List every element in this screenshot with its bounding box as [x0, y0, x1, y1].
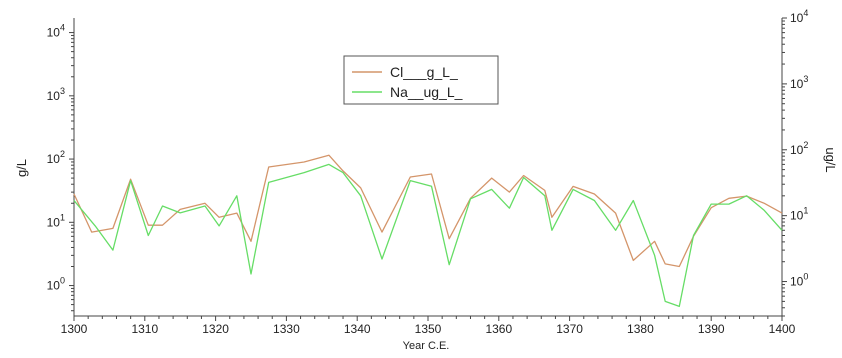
y-tick-label-left: 102 — [47, 149, 65, 166]
y-tick-label-exponent: 3 — [60, 86, 65, 96]
x-tick-label: 1360 — [485, 322, 512, 336]
y-tick-label-exponent: 1 — [803, 206, 808, 216]
y-tick-label-base: 10 — [790, 143, 804, 157]
x-tick-label: 1400 — [769, 322, 796, 336]
y-tick-label-exponent: 1 — [60, 212, 65, 222]
y-tick-label-exponent: 0 — [803, 272, 808, 282]
y-tick-label-base: 10 — [790, 11, 804, 25]
y-tick-label-right: 100 — [790, 272, 808, 289]
y-tick-label-left: 101 — [47, 212, 65, 229]
x-tick-label: 1320 — [202, 322, 229, 336]
x-tick-label: 1340 — [344, 322, 371, 336]
y-tick-label-base: 10 — [790, 209, 804, 223]
y-tick-label-base: 10 — [47, 26, 61, 40]
y-tick-label-base: 10 — [790, 275, 804, 289]
legend-box — [343, 55, 499, 105]
x-tick-label: 1330 — [273, 322, 300, 336]
y-tick-label-base: 10 — [47, 279, 61, 293]
y-tick-label-left: 103 — [47, 86, 65, 103]
x-axis-label: Year C.E. — [403, 340, 450, 352]
x-tick-label: 1350 — [415, 322, 442, 336]
y-tick-label-right: 104 — [790, 8, 808, 25]
y-tick-label-base: 10 — [47, 89, 61, 103]
legend-label: Na__ug_L_ — [390, 84, 463, 100]
y-axis-label-left: g/L — [14, 159, 29, 177]
x-tick-label: 1370 — [556, 322, 583, 336]
x-tick-label: 1380 — [627, 322, 654, 336]
series-line-na — [73, 163, 783, 308]
y-tick-label-exponent: 3 — [803, 74, 808, 84]
y-tick-label-right: 103 — [790, 74, 808, 91]
y-tick-label-exponent: 4 — [60, 23, 65, 33]
y-tick-label-left: 100 — [47, 276, 65, 293]
y-tick-label-right: 101 — [790, 206, 808, 223]
x-tick-label: 1390 — [698, 322, 725, 336]
y-tick-label-base: 10 — [47, 215, 61, 229]
x-tick-label: 1300 — [61, 322, 88, 336]
x-tick-label: 1310 — [131, 322, 158, 336]
legend-label: Cl___g_L_ — [390, 64, 458, 80]
y-tick-label-left: 104 — [47, 23, 65, 40]
y-tick-label-right: 102 — [790, 140, 808, 157]
y-tick-label-exponent: 0 — [60, 276, 65, 286]
y-tick-label-base: 10 — [790, 77, 804, 91]
series-line-cl — [73, 154, 783, 268]
y-tick-label-base: 10 — [47, 152, 61, 166]
y-tick-label-exponent: 4 — [803, 8, 808, 18]
y-tick-label-exponent: 2 — [803, 140, 808, 150]
y-tick-label-exponent: 2 — [60, 149, 65, 159]
y-axis-label-right: ug/L — [823, 147, 838, 172]
